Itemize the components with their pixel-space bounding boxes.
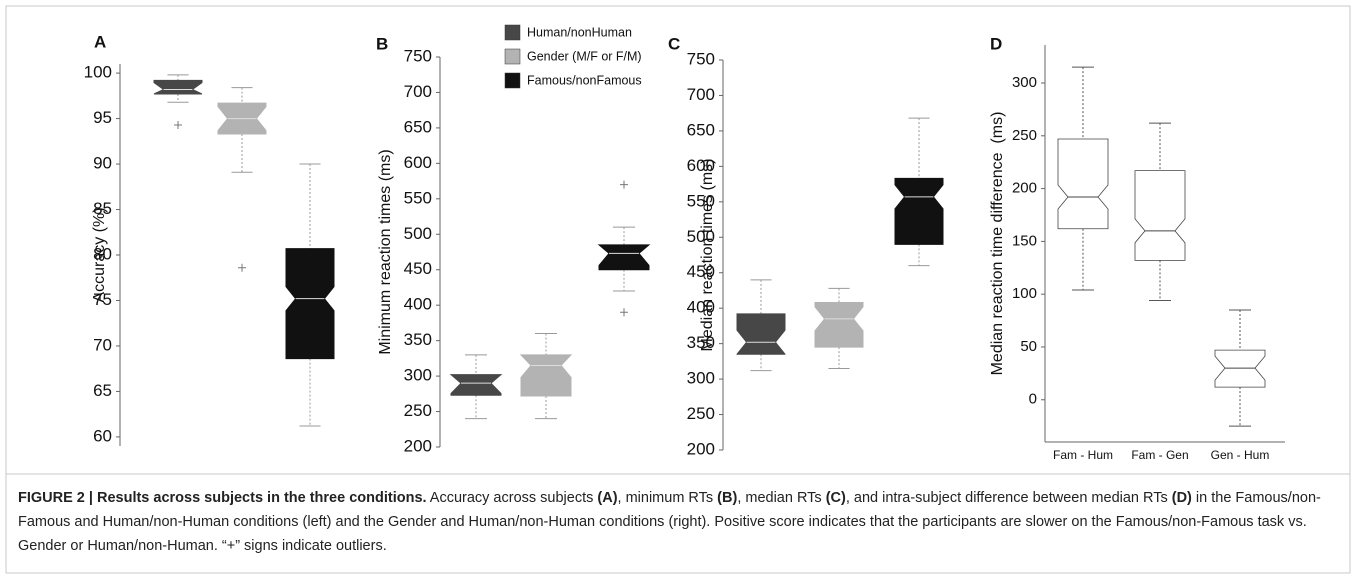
box xyxy=(519,354,573,397)
y-tick-label: 250 xyxy=(404,401,432,420)
legend-label: Famous/nonFamous xyxy=(527,73,642,87)
y-axis-label: Median reaction time difference (ms) xyxy=(989,112,1006,376)
y-tick-label: 550 xyxy=(404,188,432,207)
y-tick-label: 350 xyxy=(404,330,432,349)
y-tick-label: 350 xyxy=(687,333,715,352)
box xyxy=(736,313,786,355)
outlier xyxy=(620,308,628,317)
y-tick-label: 300 xyxy=(687,369,715,388)
legend-label: Human/nonHuman xyxy=(527,25,632,39)
y-tick-label: 400 xyxy=(687,298,715,317)
y-tick-label: 650 xyxy=(687,120,715,139)
y-tick-label: 450 xyxy=(687,262,715,281)
y-tick-label: 200 xyxy=(1012,180,1037,197)
y-tick-label: 65 xyxy=(93,381,112,400)
y-axis-label: Median reaction times (ms) xyxy=(699,159,716,352)
box xyxy=(1057,138,1109,230)
y-tick-label: 550 xyxy=(687,191,715,210)
box xyxy=(814,302,864,348)
y-axis-label: Accuracy (%) xyxy=(91,207,108,302)
y-tick-label: 90 xyxy=(93,154,112,173)
y-tick-label: 650 xyxy=(404,117,432,136)
panel-letter: C xyxy=(668,34,680,53)
y-tick-label: 600 xyxy=(404,153,432,172)
box xyxy=(597,244,651,271)
caption-run: FIGURE 2 | Results across subjects in th… xyxy=(18,490,427,506)
box xyxy=(449,374,503,396)
box xyxy=(1214,349,1266,388)
frame xyxy=(5,5,1351,574)
legend-swatch xyxy=(504,48,521,65)
y-tick-label: 300 xyxy=(404,366,432,385)
box xyxy=(153,79,203,95)
box xyxy=(1134,170,1186,261)
panel-letter: B xyxy=(376,34,388,53)
legend-swatch xyxy=(504,72,521,89)
x-tick-label: Gen - Hum xyxy=(1211,448,1270,462)
panel-letter: A xyxy=(94,32,106,51)
x-tick-label: Fam - Hum xyxy=(1053,448,1113,462)
box xyxy=(285,248,335,360)
panel-letter: D xyxy=(990,34,1002,53)
y-tick-label: 85 xyxy=(93,199,112,218)
y-tick-label: 60 xyxy=(93,426,112,445)
y-tick-label: 600 xyxy=(687,156,715,175)
y-tick-label: 500 xyxy=(687,227,715,246)
caption-run: , median RTs xyxy=(737,490,826,506)
y-tick-label: 100 xyxy=(84,63,112,82)
y-tick-label: 80 xyxy=(93,244,112,263)
outlier xyxy=(620,180,628,189)
y-axis-label: Minimum reaction times (ms) xyxy=(377,149,394,354)
y-tick-label: 150 xyxy=(1012,232,1037,249)
y-tick-label: 70 xyxy=(93,335,112,354)
y-tick-label: 50 xyxy=(1020,338,1037,355)
y-tick-label: 500 xyxy=(404,224,432,243)
y-tick-label: 300 xyxy=(1012,74,1037,91)
legend-swatch xyxy=(504,24,521,41)
y-tick-label: 200 xyxy=(687,439,715,458)
y-tick-label: 700 xyxy=(404,82,432,101)
caption-run: (A) xyxy=(597,490,618,506)
caption-run: Accuracy across subjects xyxy=(426,490,598,506)
outlier xyxy=(174,120,182,129)
y-tick-label: 200 xyxy=(404,436,432,455)
y-tick-label: 450 xyxy=(404,259,432,278)
caption-run: (D) xyxy=(1171,490,1192,506)
caption-run: in the Famous/non-Famous and Human/non-H… xyxy=(18,490,1321,554)
y-tick-label: 95 xyxy=(93,108,112,127)
caption-run: , and intra-subject difference between m… xyxy=(845,490,1172,506)
y-tick-label: 750 xyxy=(404,46,432,65)
y-tick-label: 250 xyxy=(687,404,715,423)
caption: FIGURE 2 | Results across subjects in th… xyxy=(18,486,1340,558)
caption-run: (B) xyxy=(717,490,738,506)
y-tick-label: 400 xyxy=(404,295,432,314)
y-tick-label: 100 xyxy=(1012,285,1037,302)
y-tick-label: 250 xyxy=(1012,127,1037,144)
caption-run: (C) xyxy=(825,490,846,506)
caption-run: , minimum RTs xyxy=(617,490,718,506)
y-tick-label: 0 xyxy=(1029,391,1037,408)
x-tick-label: Fam - Gen xyxy=(1131,448,1188,462)
box xyxy=(894,177,944,245)
outlier xyxy=(238,263,246,272)
legend-label: Gender (M/F or F/M) xyxy=(527,49,642,63)
y-tick-label: 75 xyxy=(93,290,112,309)
y-tick-label: 750 xyxy=(687,49,715,68)
y-tick-label: 700 xyxy=(687,85,715,104)
